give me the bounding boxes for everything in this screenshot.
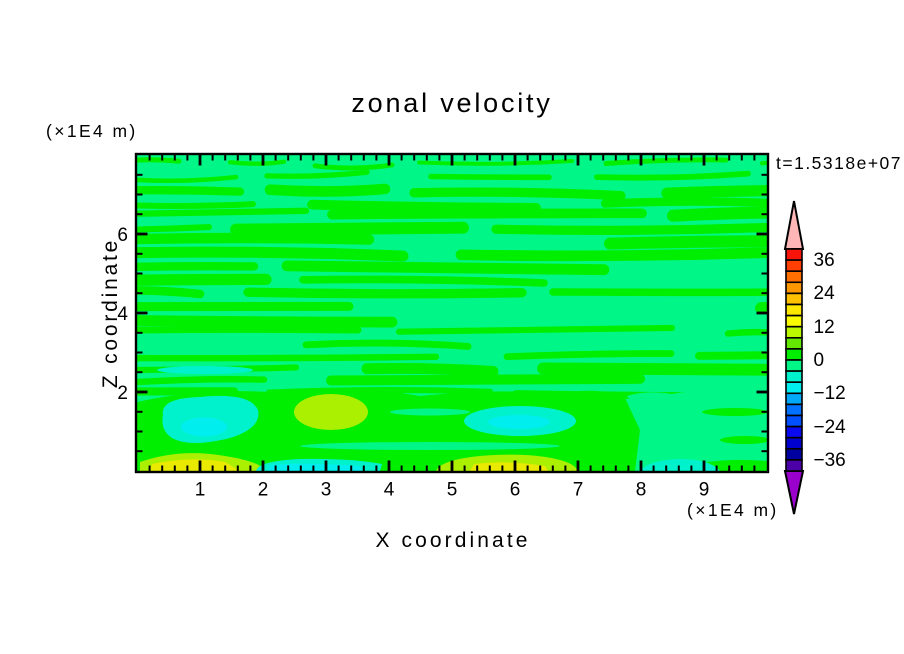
- svg-text:X coordinate: X coordinate: [375, 529, 530, 552]
- svg-text:8: 8: [636, 480, 647, 501]
- svg-text:−24: −24: [814, 417, 847, 438]
- svg-text:0: 0: [814, 350, 825, 371]
- svg-text:2: 2: [117, 383, 128, 404]
- svg-text:5: 5: [447, 480, 458, 501]
- svg-text:t=1.5318e+07: t=1.5318e+07: [776, 153, 902, 173]
- svg-text:zonal velocity: zonal velocity: [351, 88, 552, 118]
- svg-text:24: 24: [814, 283, 836, 304]
- svg-text:2: 2: [258, 480, 269, 501]
- svg-text:(×1E4 m): (×1E4 m): [687, 500, 779, 520]
- svg-text:7: 7: [573, 480, 584, 501]
- svg-text:Z coordinate: Z coordinate: [99, 238, 122, 388]
- svg-text:4: 4: [384, 480, 395, 501]
- svg-text:6: 6: [510, 480, 521, 501]
- svg-text:−36: −36: [814, 450, 846, 471]
- svg-text:9: 9: [699, 480, 710, 501]
- svg-text:−12: −12: [814, 383, 846, 404]
- svg-text:12: 12: [814, 317, 835, 338]
- svg-text:3: 3: [321, 480, 332, 501]
- svg-text:6: 6: [117, 225, 128, 246]
- svg-text:36: 36: [814, 250, 835, 271]
- svg-text:1: 1: [195, 480, 206, 501]
- svg-text:(×1E4 m): (×1E4 m): [46, 121, 138, 141]
- svg-text:4: 4: [117, 304, 128, 325]
